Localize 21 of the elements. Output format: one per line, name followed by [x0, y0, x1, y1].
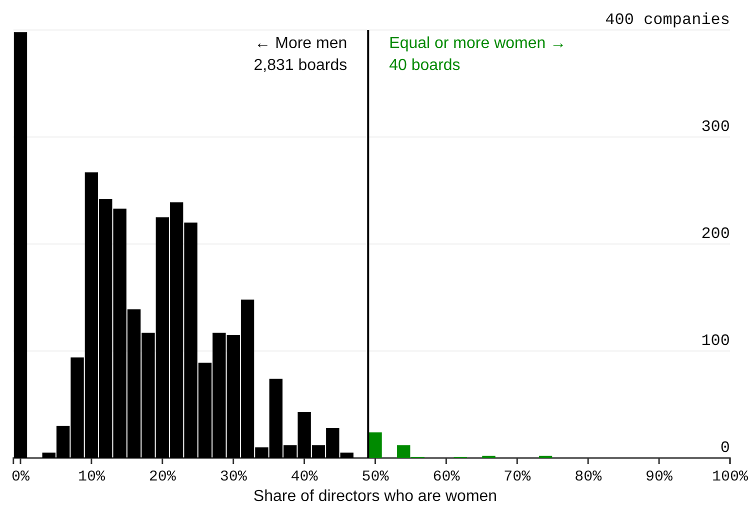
- x-tick-label: 30%: [220, 468, 248, 486]
- annotation: 2,831 boards: [254, 57, 348, 74]
- y-tick-label: 300: [701, 118, 730, 136]
- x-tick-label: 80%: [574, 468, 603, 486]
- annotation: 40 boards: [389, 57, 460, 74]
- x-tick-label: 40%: [290, 468, 319, 486]
- annotation: Equal or more women →: [389, 35, 566, 52]
- annotation: ← More men: [254, 35, 348, 52]
- x-axis-title: Share of directors who are women: [253, 488, 498, 505]
- x-tick-label: 10%: [78, 468, 106, 486]
- x-tick-label: 60%: [432, 468, 461, 486]
- x-tick-label: 0%: [11, 468, 30, 486]
- y-tick-label: 200: [701, 225, 730, 243]
- x-tick-label: 20%: [148, 468, 177, 486]
- x-tick-label: 70%: [504, 468, 532, 486]
- x-tick-label: 100%: [712, 468, 749, 486]
- y-tick-label: 100: [701, 332, 730, 350]
- x-tick-label: 90%: [646, 468, 674, 486]
- y-tick-label: 400 companies: [605, 11, 730, 29]
- x-tick-label: 50%: [362, 468, 390, 486]
- y-tick-label: 0: [720, 439, 730, 457]
